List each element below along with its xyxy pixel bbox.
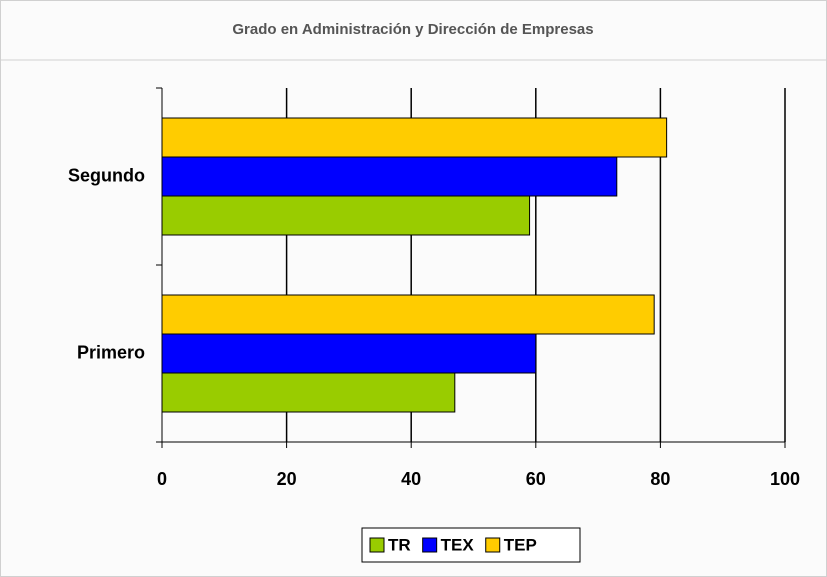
legend-swatch: [485, 537, 501, 553]
y-tick-label: Segundo: [68, 165, 145, 185]
legend-swatch: [422, 537, 438, 553]
chart-title: Grado en Administración y Dirección de E…: [232, 21, 593, 38]
legend-label: TEX: [441, 535, 475, 554]
bar: [161, 156, 618, 197]
y-tick-label: Primero: [77, 342, 145, 362]
x-tick-label: 100: [770, 469, 800, 489]
x-tick-label: 40: [401, 469, 421, 489]
legend-label: TEP: [504, 535, 537, 554]
x-tick-label: 60: [526, 469, 546, 489]
bar: [161, 333, 537, 374]
bar: [161, 117, 668, 158]
x-tick-label: 20: [277, 469, 297, 489]
bar: [161, 372, 456, 413]
legend-box: [361, 527, 581, 563]
legend-swatch: [369, 537, 385, 553]
legend-label: TR: [388, 535, 411, 554]
bar: [161, 294, 655, 335]
x-tick-label: 80: [650, 469, 670, 489]
x-tick-label: 0: [157, 469, 167, 489]
bar: [161, 195, 531, 236]
